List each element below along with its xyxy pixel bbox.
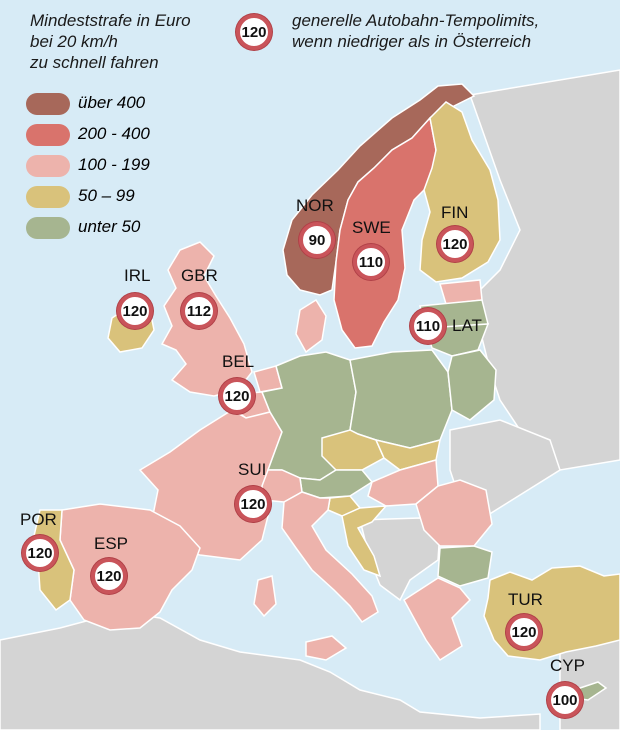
map-title: Mindeststrafe in Euro bei 20 km/h zu sch… <box>30 10 191 73</box>
legend-speed-sign: 120 <box>236 14 272 50</box>
note-line-1: generelle Autobahn-Tempolimits, <box>292 11 540 30</box>
speed-sign-fin: 120 <box>437 226 473 262</box>
legend-swatch <box>26 186 70 208</box>
legend-swatch <box>26 93 70 115</box>
speed-sign-tur: 120 <box>506 614 542 650</box>
country-code-esp: ESP <box>94 534 129 553</box>
speed-sign-sui: 120 <box>235 486 271 522</box>
title-line-3: zu schnell fahren <box>30 53 159 72</box>
greece-region <box>403 577 472 662</box>
speed-sign-gbr: 112 <box>181 293 217 329</box>
legend-label: 100 - 199 <box>78 155 150 174</box>
speed-sign-bel: 120 <box>219 378 255 414</box>
speed-limit-note: generelle Autobahn-Tempolimits, wenn nie… <box>292 10 539 52</box>
note-line-2: wenn niedriger als in Österreich <box>292 32 532 51</box>
country-code-irl: IRL <box>124 266 151 285</box>
title-line-2: bei 20 km/h <box>30 32 118 51</box>
speed-sign-lat: 110 <box>410 308 446 344</box>
sicily-region <box>305 635 348 661</box>
denmark-region <box>295 298 327 354</box>
croatia-region <box>341 505 388 578</box>
legend-swatch <box>26 124 70 146</box>
country-code-lat: LAT <box>452 316 482 335</box>
sardinia-region <box>253 575 277 618</box>
country-code-tur: TUR <box>508 590 543 609</box>
speed-sign-nor: 90 <box>299 222 335 258</box>
country-code-nor: NOR <box>296 196 334 215</box>
country-code-bel: BEL <box>222 352 255 371</box>
country-code-cyp: CYP <box>550 656 585 675</box>
legend-label: über 400 <box>78 93 146 112</box>
speed-sign-irl: 120 <box>117 293 153 329</box>
country-code-por: POR <box>20 510 57 529</box>
legend-swatch <box>26 155 70 177</box>
legend-label: 200 - 400 <box>78 124 150 143</box>
country-code-fin: FIN <box>441 203 469 222</box>
belarus-region <box>447 349 497 421</box>
country-code-gbr: GBR <box>181 266 218 285</box>
speed-sign-swe: 110 <box>353 244 389 280</box>
poland-region <box>349 349 453 449</box>
romania-region <box>415 479 493 547</box>
speed-sign-por: 120 <box>22 535 58 571</box>
sweden-region <box>333 116 437 349</box>
legend-swatch <box>26 217 70 239</box>
speed-sign-esp: 120 <box>91 558 127 594</box>
italy-region <box>281 491 379 624</box>
title-line-1: Mindeststrafe in Euro <box>30 11 191 30</box>
legend-label: 50 – 99 <box>78 186 135 205</box>
bulgaria-region <box>437 545 493 587</box>
speed-sign-cyp: 100 <box>547 682 583 718</box>
legend-label: unter 50 <box>78 217 141 236</box>
country-code-sui: SUI <box>238 460 267 479</box>
country-code-swe: SWE <box>352 218 391 237</box>
